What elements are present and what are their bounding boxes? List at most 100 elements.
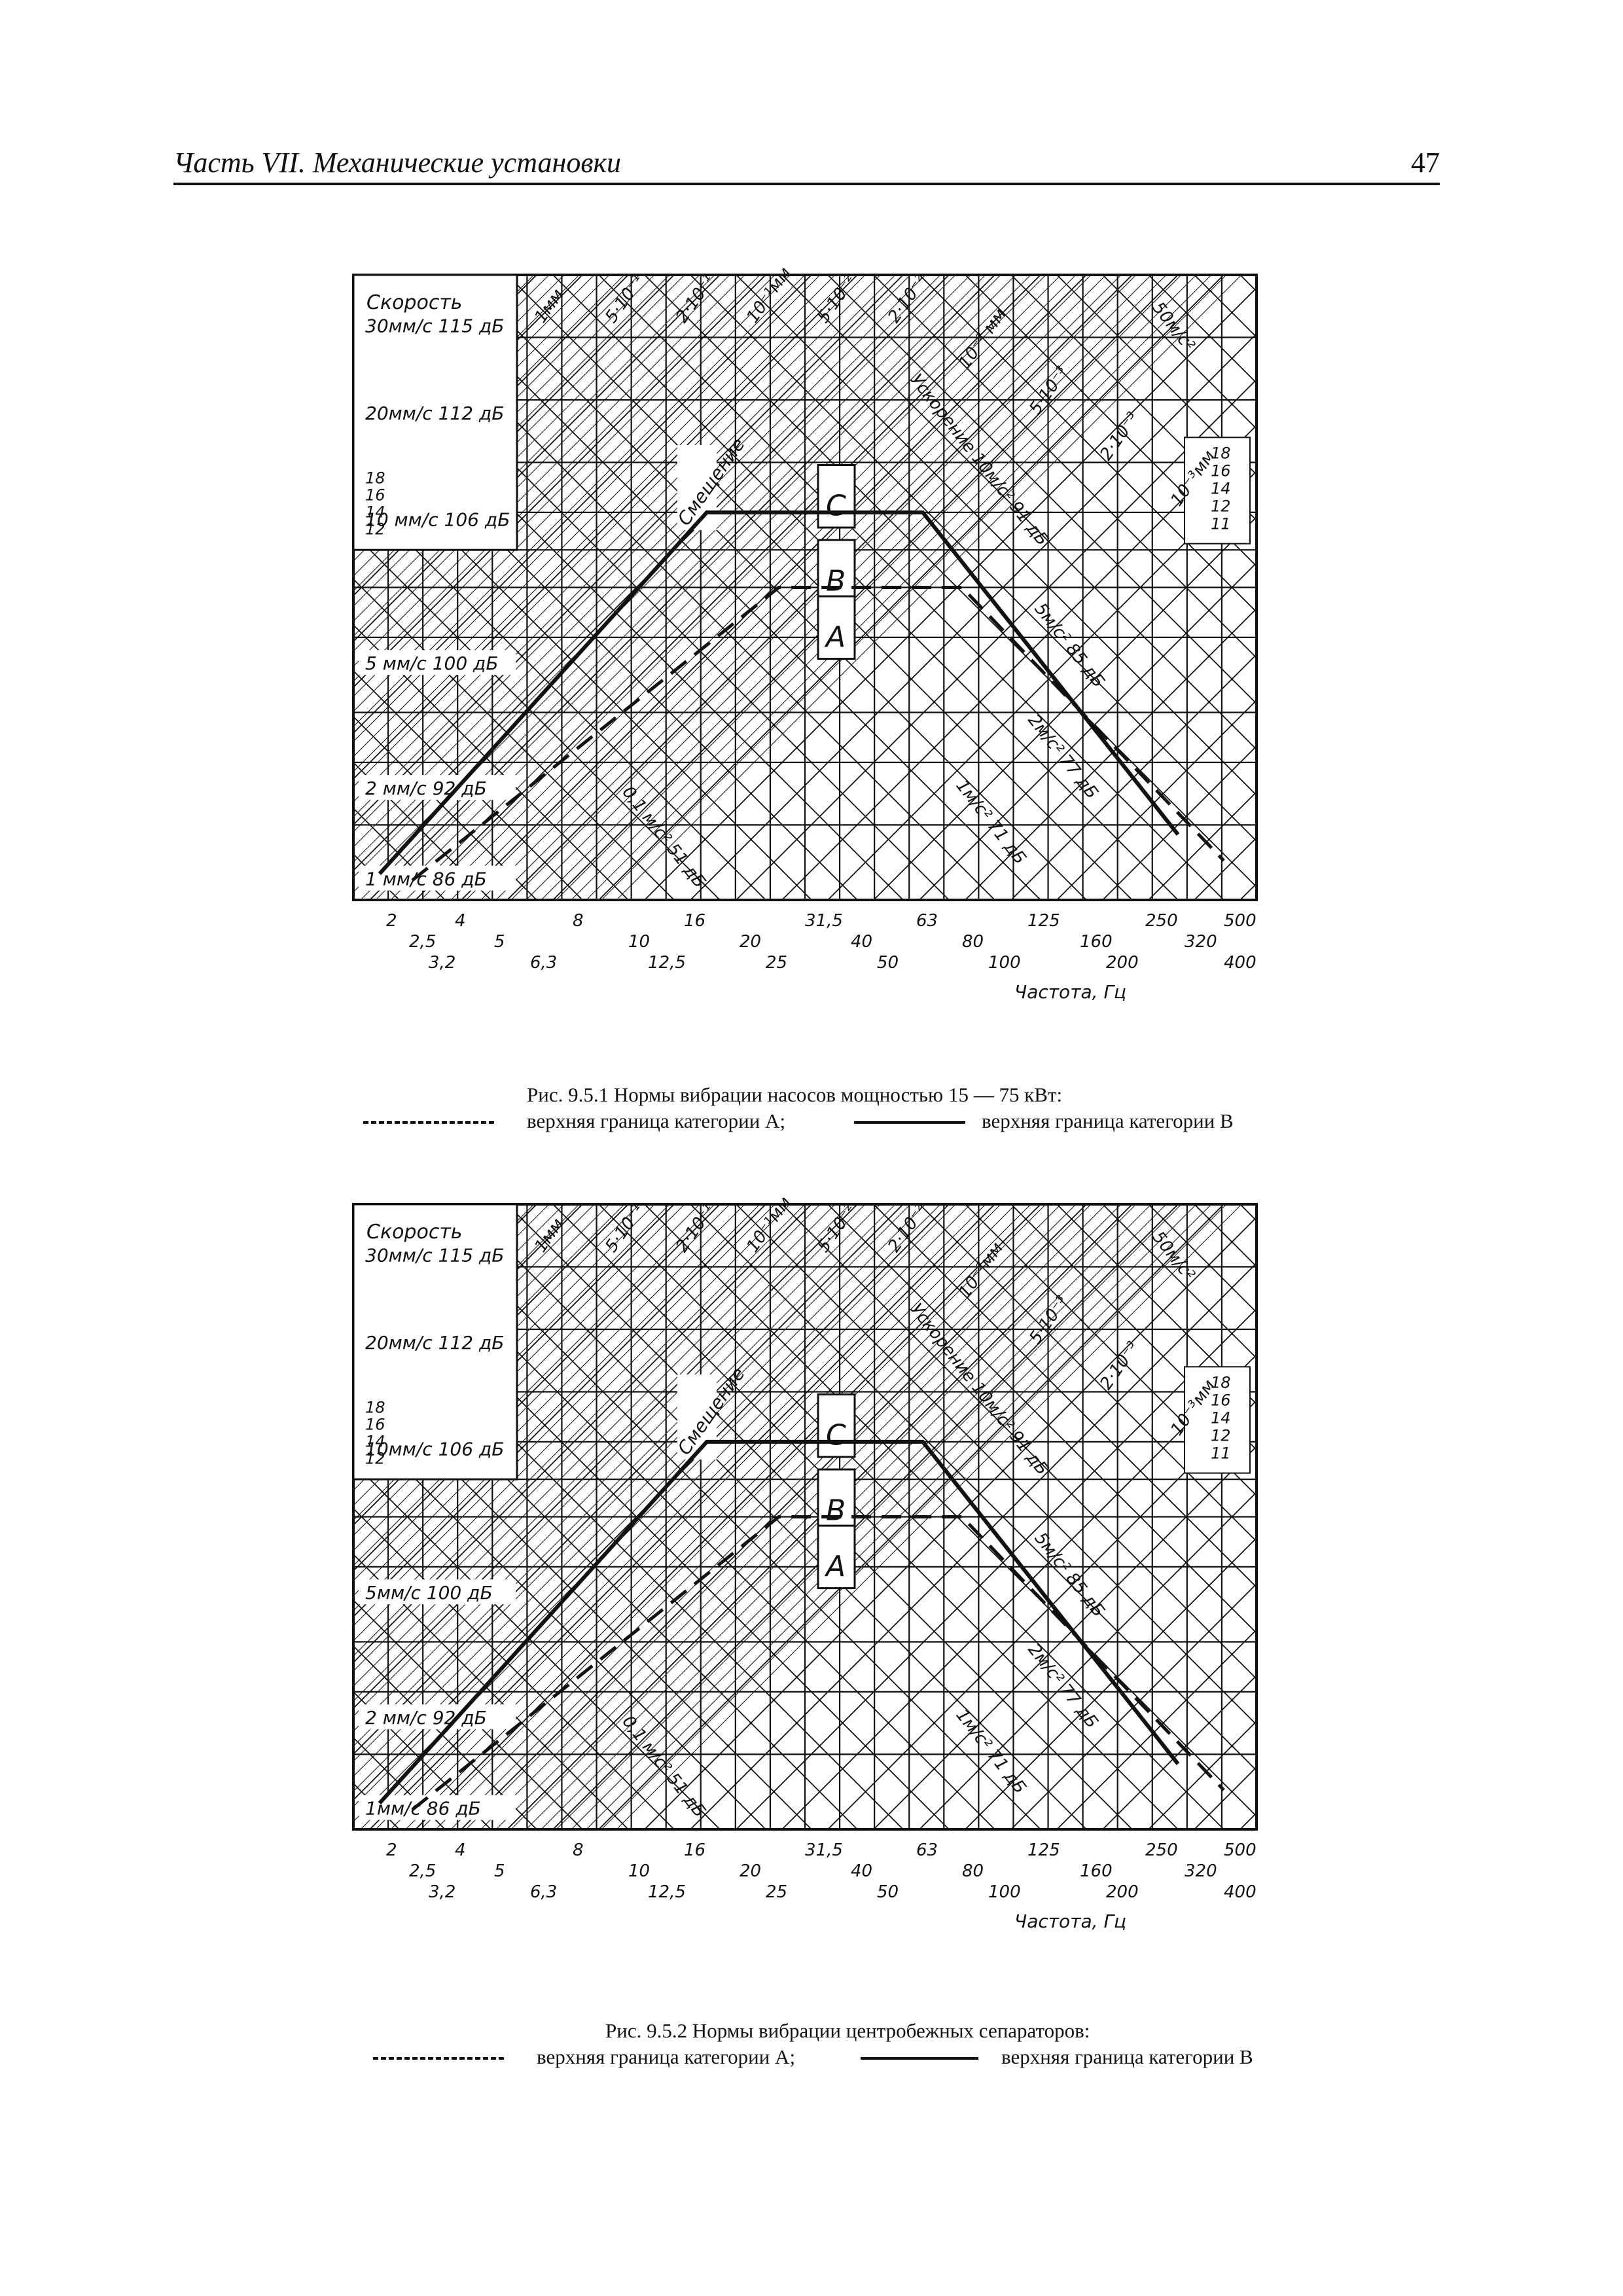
acceleration-line — [598, 275, 1224, 900]
acceleration-label: 50м/с² — [1148, 1228, 1198, 1284]
freq-tick-label: 160 — [1080, 932, 1113, 952]
page-header: Часть VII. Механические установки 47 — [173, 141, 1440, 185]
right-scale-tick: 16 — [1211, 1391, 1231, 1409]
freq-tick-label: 100 — [988, 953, 1021, 973]
displacement-label: 2·10⁻³ — [1096, 1338, 1143, 1393]
freq-tick-label: 63 — [916, 911, 938, 931]
zone-box — [817, 464, 856, 529]
right-scale-panel — [1184, 1366, 1251, 1474]
page-number: 47 — [1411, 147, 1440, 179]
freq-tick-label: 63 — [916, 1840, 938, 1860]
hatch-line — [353, 1204, 866, 1717]
right-scale-tick: 12 — [1211, 1426, 1231, 1444]
speed-label-bg — [359, 1329, 516, 1355]
freq-tick-label: 320 — [1185, 1861, 1217, 1881]
freq-axis-label: Частота, Гц — [1014, 1910, 1126, 1932]
hatch-line — [420, 275, 1046, 900]
legend-dashed-line-icon — [363, 1121, 494, 1124]
freq-tick-label: 80 — [962, 932, 984, 952]
speed-label: 20мм/с 112 дБ — [365, 403, 505, 424]
freq-tick-label: 31,5 — [805, 1840, 843, 1860]
acceleration-label: 50м/с² — [1148, 298, 1198, 355]
hatch-line — [353, 1204, 670, 1521]
hatch-line — [353, 1204, 685, 1536]
acceleration-line — [965, 1204, 1257, 1497]
acceleration-line — [781, 275, 1257, 751]
hatch-line — [353, 275, 776, 697]
left-scale-tick: 16 — [365, 486, 385, 505]
acceleration-line — [873, 275, 1257, 659]
speed-label-bg — [359, 400, 516, 425]
hatch-line — [420, 1204, 1046, 1829]
right-scale-tick: 18 — [1211, 444, 1231, 462]
freq-tick-label: 250 — [1145, 1840, 1178, 1860]
right-scale-panel — [1184, 437, 1251, 545]
zone-label: B — [826, 1494, 846, 1527]
hatch-line — [353, 1204, 851, 1702]
freq-tick-label: 8 — [573, 1840, 584, 1860]
zone-box — [817, 1468, 856, 1534]
freq-tick-label: 25 — [766, 953, 787, 973]
hatch-line — [353, 275, 700, 622]
speed-header: Скорость — [366, 1221, 462, 1244]
figure-2-caption: Рис. 9.5.2 Нормы вибрации центробежных с… — [605, 2019, 1090, 2042]
freq-tick-label: 100 — [988, 1882, 1021, 1902]
hatch-line — [353, 1204, 730, 1581]
hatch-line — [353, 1204, 640, 1491]
acceleration-line — [353, 1416, 766, 1829]
hatch-line — [353, 275, 760, 682]
acceleration-line — [1148, 275, 1257, 384]
hatch-line — [353, 275, 806, 727]
figure-2-legend-a: верхняя граница категории А; — [537, 2045, 796, 2068]
displacement-line — [965, 1537, 1257, 1829]
displacement-line — [1286, 1204, 1289, 1829]
acceleration-line — [919, 275, 1257, 613]
figure-2-caption-block: Рис. 9.5.2 Нормы вибрации центробежных с… — [0, 2019, 1623, 2091]
freq-tick-label: 200 — [1106, 953, 1139, 973]
zone-box — [817, 539, 856, 604]
freq-tick-label: 12,5 — [648, 1882, 686, 1902]
speed-label: 20мм/с 112 дБ — [365, 1332, 505, 1354]
speed-label: 2 мм/с 92 дБ — [365, 1707, 487, 1729]
displacement-line — [1148, 791, 1257, 900]
hatch-line — [353, 275, 836, 757]
speed-label-bg — [359, 1704, 516, 1730]
figure-1-legend-b: верхняя граница категории В — [982, 1109, 1234, 1132]
hatch-line — [353, 1204, 745, 1596]
acceleration-line — [919, 1204, 1257, 1543]
displacement-line — [1148, 1720, 1257, 1829]
freq-tick-label: 400 — [1224, 1882, 1257, 1902]
right-scale-tick: 14 — [1211, 1408, 1231, 1427]
legend-solid-line-icon — [854, 1121, 965, 1124]
speed-label: 2 мм/с 92 дБ — [365, 778, 487, 799]
displacement-line — [1102, 1674, 1257, 1829]
right-scale-tick: 14 — [1211, 479, 1231, 497]
freq-tick-label: 8 — [573, 911, 584, 931]
freq-tick-label: 200 — [1106, 1882, 1139, 1902]
displacement-line — [965, 607, 1257, 900]
freq-tick-label: 320 — [1185, 932, 1217, 952]
speed-label: 10 мм/с 106 дБ — [365, 509, 510, 531]
figure-2-nomogram: Скорость 30мм/с 115 дБ 20мм/с 112 дБ 10мм/с… — [347, 1198, 1289, 1970]
acceleration-line — [1102, 1204, 1257, 1359]
hatch-line — [353, 1204, 806, 1657]
freq-tick-label: 250 — [1145, 911, 1178, 931]
figure-1-legend-a: верхняя граница категории А; — [527, 1109, 786, 1132]
freq-tick-label: 5 — [494, 1861, 505, 1881]
speed-header: Скорость — [366, 291, 462, 314]
hatch-line — [353, 1204, 821, 1672]
zone-label: C — [826, 1419, 846, 1452]
speed-label: 5мм/с 100 дБ — [365, 1582, 493, 1604]
speed-label: 1 мм/с 86 дБ — [365, 869, 487, 890]
zone-box — [817, 1524, 856, 1590]
displacement-line — [1286, 275, 1289, 900]
displacement-label: 10⁻² мм — [955, 305, 1010, 372]
displacement-line — [1102, 745, 1257, 900]
freq-tick-label: 40 — [851, 1861, 872, 1881]
acceleration-line — [353, 440, 812, 900]
freq-tick-label: 6,3 — [530, 953, 557, 973]
freq-tick-label: 2 — [386, 1840, 397, 1860]
acceleration-line — [1148, 1204, 1257, 1314]
freq-tick-label: 3,2 — [429, 1882, 455, 1902]
legend-dashed-line-icon — [373, 2057, 504, 2060]
